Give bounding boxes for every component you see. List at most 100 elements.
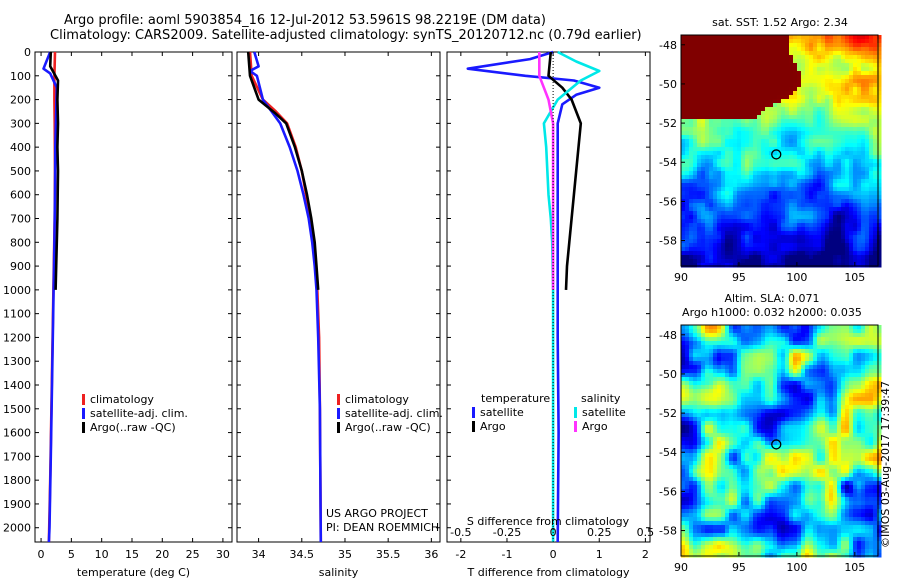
sst-map-cell [785,155,790,160]
sst-map-cell [793,231,798,236]
sst-map-cell [845,87,850,92]
sst-map-cell [865,215,870,220]
sst-map-cell [825,263,830,268]
sla-map-cell [713,433,718,438]
sla-map-cell [701,373,706,378]
sst-map-cell [765,187,770,192]
sst-map-cell [817,51,822,56]
sla-map-cell [805,345,810,350]
sla-map-cell [761,437,766,442]
sst-map-cell [689,235,694,240]
sla-map-cell [825,397,830,402]
sst-map-cell [701,99,706,104]
sst-map-cell [749,167,754,172]
sst-map-cell [737,87,742,92]
sla-map-cell [829,353,834,358]
sst-map-cell [821,247,826,252]
sla-map-cell [709,421,714,426]
sla-map-cell [793,397,798,402]
sst-map-cell [825,43,830,48]
sst-map-cell [697,127,702,132]
sst-map-cell [689,107,694,112]
sst-map-cell [757,199,762,204]
sst-map-cell [777,247,782,252]
sst-map-cell [701,55,706,60]
sst-map-cell [793,223,798,228]
sst-map-cell [705,159,710,164]
sla-map-cell [853,329,858,334]
sla-map-cell [705,405,710,410]
sla-map-cell [685,393,690,398]
sst-map-cell [761,151,766,156]
sst-map-cell [701,91,706,96]
sst-map-cell [829,115,834,120]
sst-map-cell [837,107,842,112]
sst-map-cell [833,43,838,48]
sst-map-cell [733,235,738,240]
sst-map-cell [801,151,806,156]
sst-map-cell [833,115,838,120]
sla-map-cell [861,453,866,458]
sst-map-cell [829,167,834,172]
sst-map-cell [841,143,846,148]
sla-map-cell [681,389,686,394]
sla-map-cell [785,353,790,358]
sst-map-cell [789,91,794,96]
sla-map-cell [681,353,686,358]
sst-map-cell [809,111,814,116]
sst-map-cell [733,247,738,252]
sst-map-cell [833,95,838,100]
salinity-legend-label: climatology [345,393,409,406]
sst-map-cell [829,251,834,256]
sst-map-cell [749,143,754,148]
sst-map-cell [709,39,714,44]
sst-map-cell [701,179,706,184]
sst-map-cell [733,207,738,212]
sst-map-cell [753,75,758,80]
sst-map-cell [721,123,726,128]
sla-map-cell [793,365,798,370]
sla-map-cell [849,433,854,438]
sla-map-cell [705,373,710,378]
sst-map-cell [853,199,858,204]
sla-map-cell [761,381,766,386]
sst-map-cell [729,227,734,232]
sst-map-cell [809,167,814,172]
sla-map-cell [741,409,746,414]
sst-map-cell [761,231,766,236]
sst-map-cell [769,175,774,180]
sst-map-cell [681,47,686,52]
sst-map-cell [821,67,826,72]
sst-map-cell [689,75,694,80]
sla-map-cell [709,349,714,354]
sla-map-cell [709,417,714,422]
sla-map-cell [713,341,718,346]
sla-map-cell [693,405,698,410]
sst-map-cell [869,171,874,176]
sst-map-cell [701,123,706,128]
sst-map-cell [825,47,830,52]
sst-map-cell [805,39,810,44]
sst-map-cell [785,43,790,48]
sst-map-cell [869,67,874,72]
sla-map-cell [733,353,738,358]
sst-map-cell [689,87,694,92]
sst-map-cell [821,211,826,216]
sla-map-cell [717,401,722,406]
sst-map-cell [705,223,710,228]
sst-map-cell [713,147,718,152]
sst-map-cell [705,79,710,84]
sst-map-cell [813,55,818,60]
sla-map-cell [753,425,758,430]
sst-map-cell [717,63,722,68]
sla-map-cell [789,453,794,458]
sst-map-cell [745,203,750,208]
sst-map-cell [697,147,702,152]
sst-map-cell [777,99,782,104]
sst-map-cell [689,135,694,140]
sst-map-cell [689,211,694,216]
sla-map-cell [769,349,774,354]
sst-map-cell [753,131,758,136]
sst-map-cell [793,51,798,56]
sst-map-cell [813,67,818,72]
